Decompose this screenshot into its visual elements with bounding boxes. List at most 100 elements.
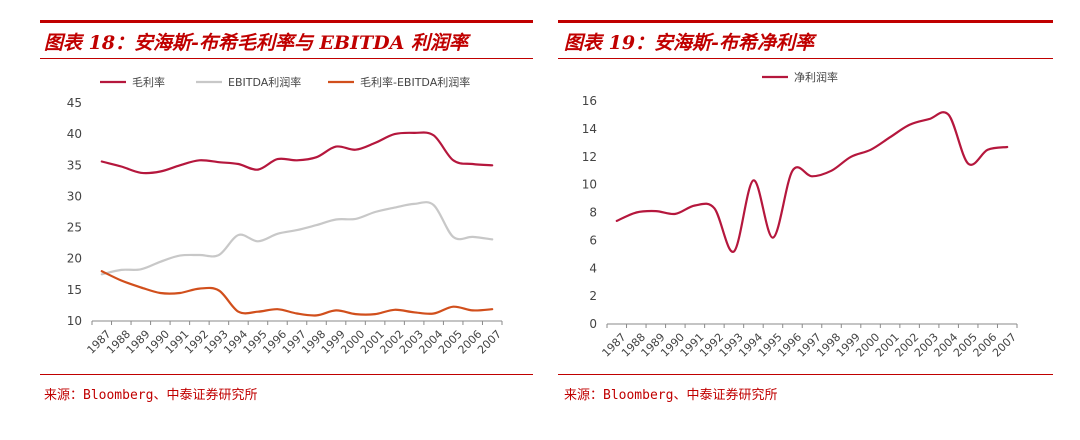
left-series-3-point <box>120 279 123 282</box>
right-series-1-point <box>694 204 696 207</box>
left-y-tick-label: 35 <box>67 158 82 172</box>
right-y-tick-label: 4 <box>589 261 597 275</box>
left-series-3-point <box>140 286 142 289</box>
right-series-1-point <box>655 210 657 212</box>
left-panel: 图表 18：安海斯-布希毛利率与 EBITDA 利润率 1987 1988 1989… <box>40 20 533 403</box>
left-series-2-point <box>198 254 201 256</box>
left-series-1-point <box>276 158 279 160</box>
left-series-1-point <box>101 160 103 163</box>
left-series-2-point <box>140 268 142 271</box>
left-series-1-point <box>374 142 376 144</box>
left-series-3-point <box>218 289 220 292</box>
left-series-1-point <box>413 132 415 134</box>
right-series-1-point <box>869 149 872 151</box>
right-title-rule <box>558 58 1053 59</box>
left-series-2-point <box>276 233 279 235</box>
left-series-2-point <box>315 224 318 226</box>
right-top-bar <box>558 20 1053 23</box>
left-series-3-point <box>179 292 181 294</box>
left-series-1-point <box>198 159 201 162</box>
right-source-rule <box>558 374 1053 375</box>
left-series-3-point <box>354 313 357 315</box>
left-series-2-point <box>237 234 240 236</box>
left-series-1-point <box>257 168 259 171</box>
left-series-3-point <box>413 311 415 314</box>
right-chart-title: 图表 19：安海斯-布希净利率 <box>564 32 814 54</box>
left-series-3-point <box>101 270 103 273</box>
right-y-tick-label: 16 <box>582 94 597 108</box>
left-source-rule <box>40 374 533 375</box>
left-series-2-point <box>257 240 259 243</box>
right-series-line-1 <box>615 111 1009 253</box>
left-series-2-point <box>393 206 396 209</box>
left-y-tick-label: 40 <box>67 127 82 141</box>
right-series-1-point <box>772 236 774 239</box>
left-series-2-point <box>335 218 337 221</box>
right-y-tick-label: 10 <box>582 178 597 192</box>
left-series-1-point <box>354 148 357 151</box>
left-series-line-1 <box>100 131 494 175</box>
right-series-1-point <box>928 118 930 120</box>
left-series-2-point <box>101 273 103 276</box>
left-series-1-point <box>159 170 162 173</box>
left-source: 来源：Bloomberg、中泰证券研究所 <box>44 388 258 403</box>
right-y-tick-label: 8 <box>589 206 597 220</box>
left-series-2-point <box>159 261 162 263</box>
left-legend-label-3: 毛利率-EBITDA利润率 <box>360 75 470 89</box>
left-series-3-point <box>452 305 455 308</box>
left-series-3-point <box>159 292 162 294</box>
left-series-1-point <box>432 134 435 137</box>
left-series-1-point <box>120 165 123 168</box>
left-series-line-2 <box>100 201 494 276</box>
left-series-1-point <box>471 163 474 165</box>
left-series-2-point <box>296 229 298 231</box>
right-series-1-point <box>616 220 618 222</box>
left-series-3-point <box>257 310 259 313</box>
left-series-3-point <box>393 309 396 311</box>
left-series-2-point <box>432 204 435 206</box>
right-series-1-point <box>986 149 989 151</box>
right-series-1-point <box>830 169 833 172</box>
left-series-3-point <box>471 309 474 312</box>
left-series-3-point <box>432 312 435 315</box>
left-series-1-point <box>491 164 494 167</box>
right-series-1-point <box>967 162 969 165</box>
right-y-tick-label: 2 <box>589 289 597 303</box>
left-series-3-point <box>198 287 201 290</box>
left-series-2-point <box>179 254 181 257</box>
left-series-3-point <box>296 312 298 315</box>
left-series-2-point <box>218 254 220 256</box>
left-chart-title: 图表 18：安海斯-布希毛利率与 EBITDA 利润率 <box>44 32 468 54</box>
left-series-1-point <box>393 133 396 135</box>
left-y-tick-label: 10 <box>67 314 82 328</box>
right-series-1-point <box>791 169 794 172</box>
left-legend-label-2: EBITDA利润率 <box>228 75 301 89</box>
left-y-tick-label: 15 <box>67 283 82 297</box>
right-y-tick-label: 14 <box>582 122 597 136</box>
right-series-1-point <box>674 213 677 215</box>
left-y-tick-label: 45 <box>67 96 82 110</box>
right-legend-label-1: 净利润率 <box>794 70 838 84</box>
left-series-3-point <box>315 314 318 317</box>
right-series-1-point <box>908 123 911 126</box>
left-series-2-point <box>471 236 474 238</box>
left-series-2-point <box>354 218 357 220</box>
right-y-tick-label: 6 <box>589 233 597 247</box>
left-series-1-point <box>452 159 455 162</box>
right-series-1-point <box>733 250 735 253</box>
left-top-bar <box>40 20 533 23</box>
left-series-1-point <box>335 145 337 148</box>
left-y-tick-label: 30 <box>67 189 82 203</box>
left-series-1-point <box>237 163 240 165</box>
right-y-tick-label: 12 <box>582 150 597 164</box>
left-legend-label-1: 毛利率 <box>132 75 165 89</box>
left-chart: 1987198819891990199119921993199419951996… <box>67 75 504 357</box>
right-series-1-point <box>1006 146 1008 148</box>
right-panel: 图表 19：安海斯-布希净利率 1987 1988 1989 1990 1991 1992… <box>540 0 1080 440</box>
left-series-1-point <box>140 172 142 174</box>
left-series-2-point <box>374 211 376 213</box>
left-series-3-point <box>237 310 240 313</box>
right-series-1-point <box>947 114 950 116</box>
right-y-tick-label: 0 <box>589 317 597 331</box>
left-y-tick-label: 20 <box>67 252 82 266</box>
